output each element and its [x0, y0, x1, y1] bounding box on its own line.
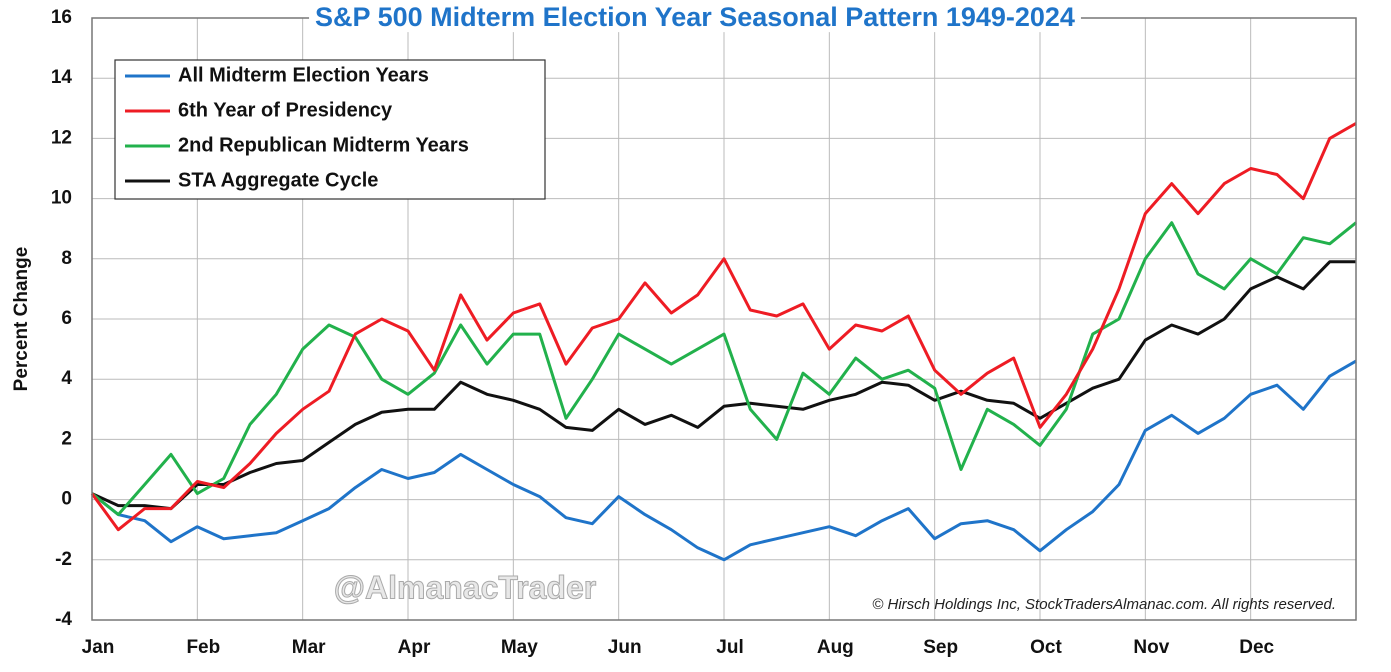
legend-label: All Midterm Election Years: [178, 64, 429, 86]
y-tick-label: -2: [55, 549, 72, 570]
x-tick-label: Aug: [817, 637, 854, 658]
y-tick-label: 16: [51, 7, 72, 28]
x-tick-label: Mar: [292, 637, 326, 658]
y-tick-label: 6: [61, 308, 72, 329]
y-tick-label: 0: [61, 489, 72, 510]
x-tick-label: Jan: [82, 637, 115, 658]
legend-label: 2nd Republican Midterm Years: [178, 134, 469, 156]
y-tick-label: -4: [55, 609, 72, 630]
series-line: [91, 359, 1357, 562]
y-tick-label: 10: [51, 188, 72, 209]
lines: [90, 122, 1357, 562]
y-tick-label: 2: [61, 428, 72, 449]
y-tick-label: 4: [61, 368, 72, 389]
chart-title: S&P 500 Midterm Election Year Seasonal P…: [315, 2, 1075, 32]
x-tick-label: Oct: [1030, 637, 1062, 658]
y-tick-label: 12: [51, 127, 72, 148]
x-tick-label: Dec: [1239, 637, 1274, 658]
legend: All Midterm Election Years 6th Year of Pr…: [114, 59, 546, 200]
watermark: @AlmanacTrader: [334, 569, 596, 605]
y-tick-label: 14: [51, 67, 73, 88]
copyright: © Hirsch Holdings Inc, StockTradersAlman…: [872, 596, 1336, 613]
title-background: [309, 2, 1081, 33]
x-tick-label: Apr: [398, 637, 431, 658]
y-tick-label: 8: [61, 248, 72, 269]
x-tick-label: Sep: [923, 637, 958, 658]
legend-box: [114, 59, 546, 200]
legend-label: 6th Year of Presidency: [178, 99, 393, 121]
x-tick-label: Jul: [716, 637, 743, 658]
series-line: [91, 221, 1357, 517]
series-line: [90, 122, 1357, 532]
y-axis-label: Percent Change: [11, 247, 32, 392]
x-tick-label: May: [501, 637, 538, 658]
x-tick-label: Jun: [608, 637, 642, 658]
x-tick-label: Nov: [1133, 637, 1169, 658]
series-line: [91, 260, 1356, 511]
x-tick-label: Feb: [186, 637, 220, 658]
legend-label: STA Aggregate Cycle: [178, 169, 378, 191]
